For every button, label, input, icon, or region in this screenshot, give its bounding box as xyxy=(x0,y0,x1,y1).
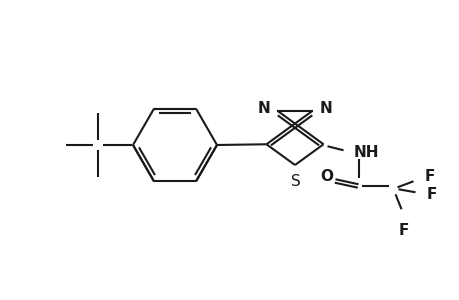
Text: N: N xyxy=(319,101,332,116)
Text: F: F xyxy=(397,223,408,238)
Text: F: F xyxy=(425,187,436,202)
Text: N: N xyxy=(257,101,270,116)
Text: NH: NH xyxy=(353,145,378,160)
Text: O: O xyxy=(319,169,332,184)
Text: F: F xyxy=(424,169,434,184)
Text: S: S xyxy=(291,174,300,189)
